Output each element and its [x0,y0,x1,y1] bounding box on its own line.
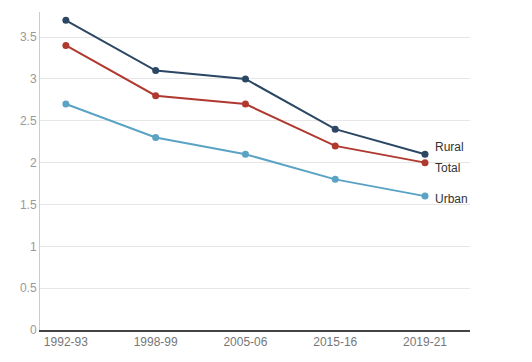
svg-text:2019-21: 2019-21 [403,335,447,349]
svg-text:Total: Total [435,161,460,175]
svg-text:0.5: 0.5 [20,281,37,295]
svg-text:Rural: Rural [435,140,464,154]
svg-text:1: 1 [30,240,37,254]
svg-text:3.5: 3.5 [20,30,37,44]
svg-text:2: 2 [30,156,37,170]
svg-text:2015-16: 2015-16 [313,335,357,349]
svg-text:1992-93: 1992-93 [44,335,88,349]
svg-text:2005-06: 2005-06 [223,335,267,349]
svg-text:3: 3 [30,72,37,86]
svg-text:0: 0 [30,323,37,337]
svg-text:Urban: Urban [435,192,468,206]
svg-text:1998-99: 1998-99 [134,335,178,349]
svg-text:1.5: 1.5 [20,198,37,212]
svg-text:2.5: 2.5 [20,114,37,128]
